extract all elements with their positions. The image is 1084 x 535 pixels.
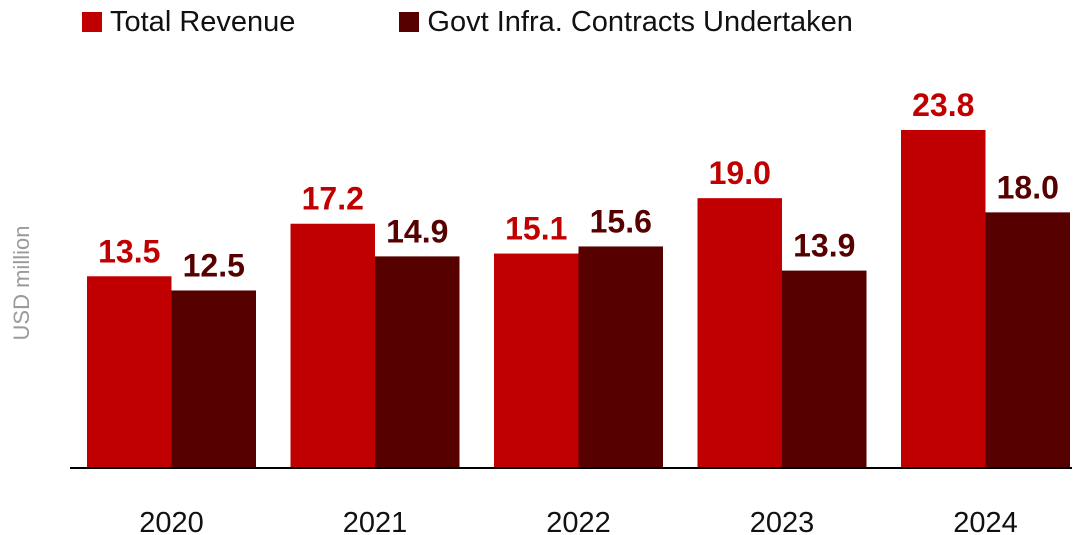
legend-label-govt-contracts: Govt Infra. Contracts Undertaken <box>427 5 853 38</box>
legend-swatch-govt-contracts <box>399 12 420 32</box>
bar-total-revenue-2022 <box>494 253 579 468</box>
data-label-total-revenue-2021: 17.2 <box>302 181 364 217</box>
data-label-govt-contracts-2023: 13.9 <box>793 228 855 264</box>
data-label-total-revenue-2024: 23.8 <box>912 87 974 123</box>
data-label-govt-contracts-2022: 15.6 <box>590 203 652 239</box>
x-tick-label-2023: 2023 <box>750 507 815 535</box>
legend-item-govt-contracts: Govt Infra. Contracts Undertaken <box>399 6 853 39</box>
legend-label-total-revenue: Total Revenue <box>110 5 296 38</box>
bar-govt-contracts-2021 <box>375 256 460 468</box>
bar-govt-contracts-2022 <box>578 246 663 468</box>
x-tick-label-2020: 2020 <box>139 507 204 535</box>
data-label-total-revenue-2023: 19.0 <box>709 155 771 191</box>
data-label-govt-contracts-2020: 12.5 <box>183 247 245 283</box>
bar-total-revenue-2021 <box>290 223 375 468</box>
bar-govt-contracts-2020 <box>171 290 256 468</box>
bar-total-revenue-2023 <box>697 198 782 468</box>
bar-total-revenue-2020 <box>87 276 172 468</box>
x-tick-label-2024: 2024 <box>953 507 1018 535</box>
bar-govt-contracts-2023 <box>782 270 867 468</box>
data-label-total-revenue-2020: 13.5 <box>98 233 160 269</box>
x-tick-label-2022: 2022 <box>546 507 611 535</box>
bar-govt-contracts-2024 <box>985 212 1070 468</box>
bar-total-revenue-2024 <box>901 130 986 468</box>
data-label-total-revenue-2022: 15.1 <box>505 211 567 247</box>
legend: Total Revenue Govt Infra. Contracts Unde… <box>82 2 853 42</box>
legend-swatch-total-revenue <box>82 12 102 32</box>
data-label-govt-contracts-2021: 14.9 <box>386 213 448 249</box>
x-tick-label-2021: 2021 <box>343 507 408 535</box>
legend-item-total-revenue: Total Revenue <box>82 6 295 39</box>
data-label-govt-contracts-2024: 18.0 <box>997 169 1059 205</box>
